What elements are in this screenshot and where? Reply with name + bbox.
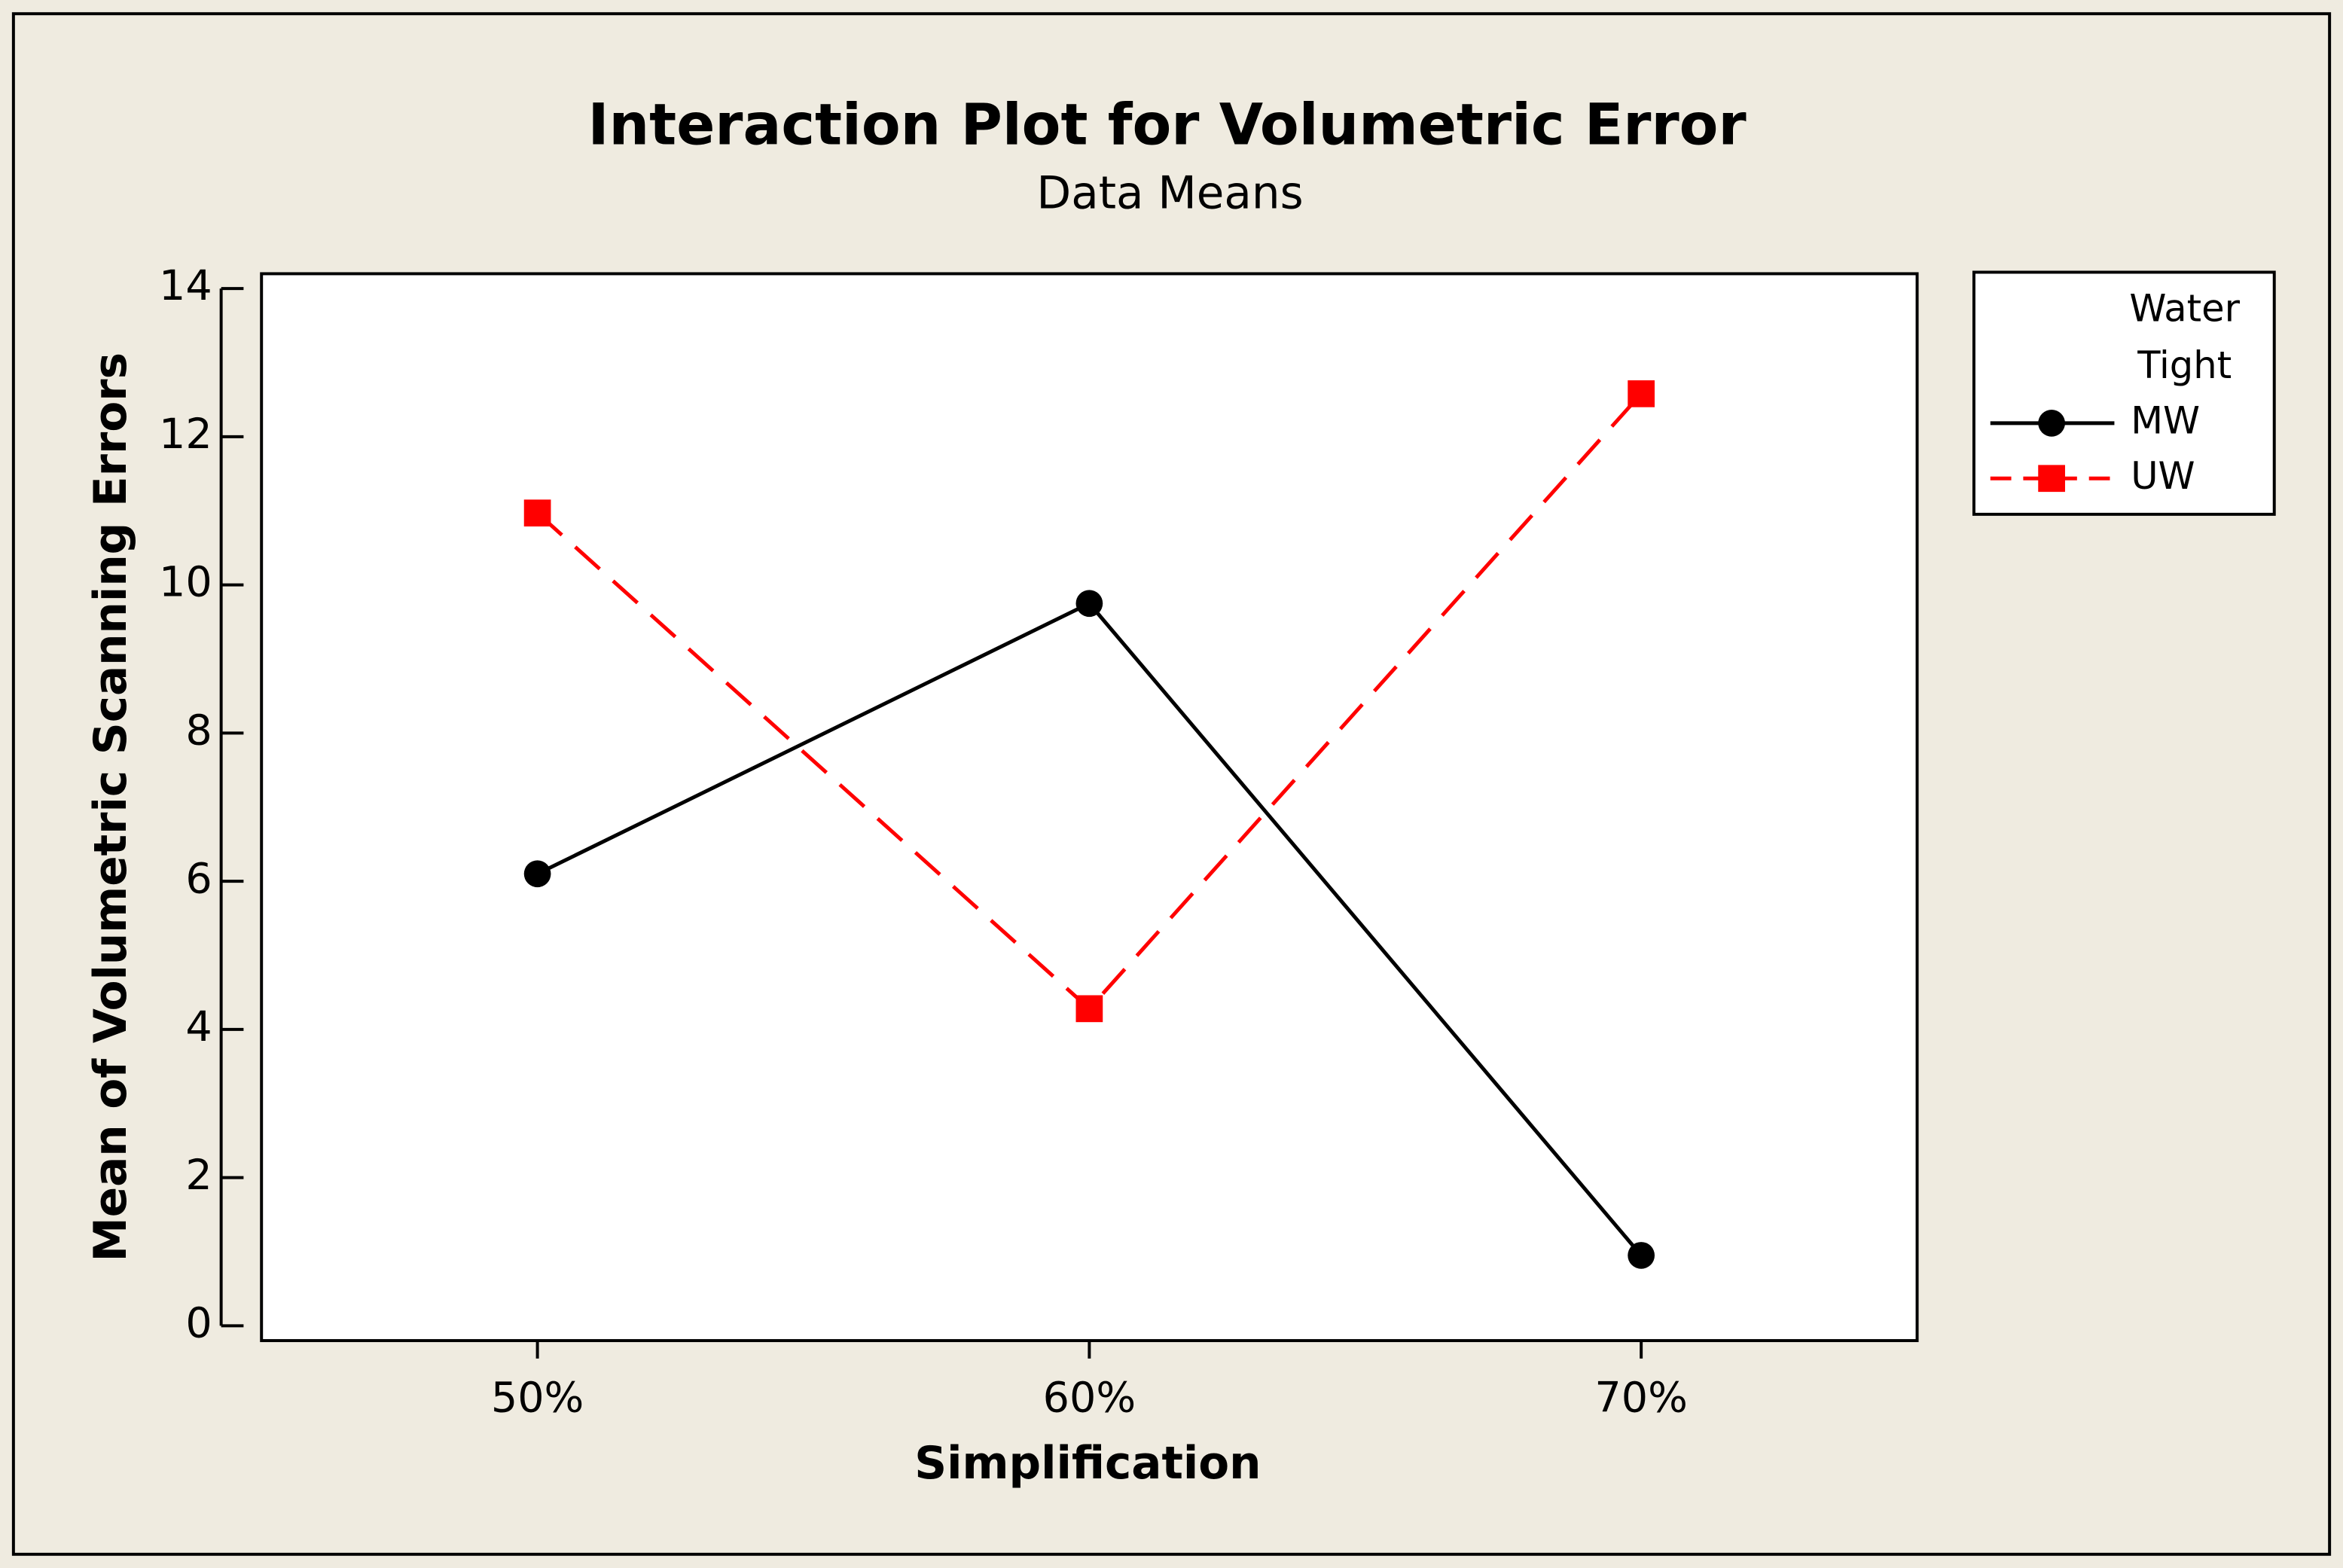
chart-title: Interaction Plot for Volumetric Error (587, 91, 1746, 157)
legend-marker (2038, 465, 2065, 493)
point (1628, 380, 1655, 407)
point (1075, 590, 1103, 618)
y-tick-label: 14 (159, 261, 212, 310)
legend-box (1972, 270, 2276, 516)
legend-label: UW (2131, 454, 2195, 498)
x-axis-label: Simplification (914, 1438, 1261, 1490)
x-tick-label: 60% (1043, 1374, 1136, 1423)
y-tick-label: 2 (185, 1151, 212, 1200)
point (523, 499, 551, 527)
legend-title: Tight (2137, 343, 2232, 387)
y-axis-label: Mean of Volumetric Scanning Errors (85, 352, 137, 1262)
legend-label: MW (2131, 398, 2200, 442)
plot-area (260, 272, 1919, 1343)
point (1628, 1242, 1655, 1269)
legend-title: Water (2129, 287, 2240, 331)
y-tick-label: 6 (185, 854, 212, 903)
x-tick-label: 70% (1594, 1374, 1687, 1423)
point (523, 860, 551, 888)
point (1075, 995, 1103, 1023)
x-tick-label: 50% (491, 1374, 584, 1423)
y-tick-label: 12 (159, 410, 212, 459)
y-tick-label: 8 (185, 706, 212, 755)
y-tick-label: 4 (185, 1002, 212, 1051)
y-tick-label: 10 (159, 558, 212, 607)
y-tick-label: 0 (185, 1299, 212, 1348)
chart-subtitle: Data Means (1036, 167, 1303, 219)
legend-marker (2038, 409, 2065, 437)
